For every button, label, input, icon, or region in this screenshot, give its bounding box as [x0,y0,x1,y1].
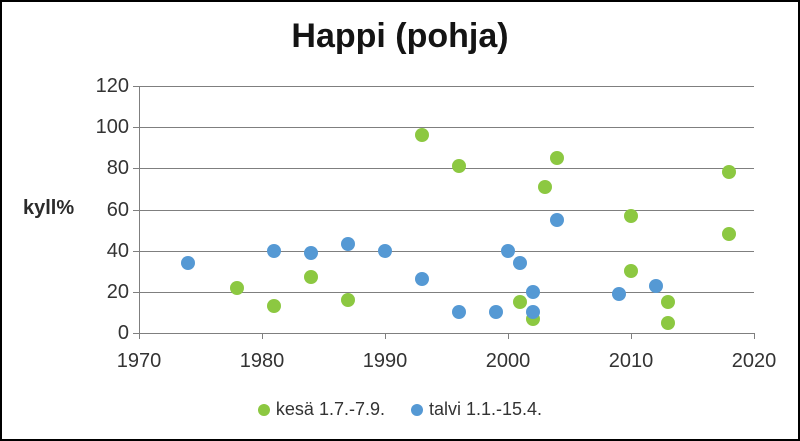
y-tick-80 [133,168,139,170]
data-point-talvi [181,256,196,271]
data-point-talvi [525,305,540,320]
data-point-kesa [624,208,638,223]
y-tick-40 [133,250,139,252]
data-point-talvi [378,243,392,258]
legend-label-kesa: kesä 1.7.-7.9. [275,399,385,419]
x-tick-1990 [385,333,386,339]
legend: kesä 1.7.-7.9. talvi 1.1.-15.4. [2,399,798,420]
data-point-kesa [230,280,245,295]
x-tick-label: 2000 [485,350,531,372]
x-tick-2020 [754,333,755,339]
h-gridline-100 [139,127,754,129]
x-tick-label: 1990 [362,350,408,372]
h-gridline-0 [139,333,754,334]
data-point-talvi [267,243,282,258]
data-point-kesa [451,159,466,174]
data-point-kesa [660,315,675,330]
y-tick-label: 60 [106,198,129,221]
y-tick-label: 80 [106,157,129,180]
data-point-kesa [537,179,552,194]
x-tick-2010 [631,333,632,339]
y-tick-label: 0 [117,322,129,344]
data-point-kesa [267,299,282,314]
data-point-talvi [414,272,429,287]
data-point-talvi [341,237,356,252]
x-tick-label: 2010 [608,350,654,372]
h-gridline-80 [139,168,754,170]
legend-item-kesa: kesä 1.7.-7.9. [257,399,385,420]
data-point-talvi [488,305,503,320]
x-tick-2000 [508,333,509,339]
y-tick-label: 100 [95,116,129,139]
data-point-talvi [550,212,565,227]
data-point-kesa [660,295,675,310]
x-tick-label: 1970 [116,350,162,372]
y-tick-label: 120 [95,75,129,97]
data-point-talvi [648,278,663,293]
y-tick-0 [133,333,139,334]
x-tick-1970 [139,333,140,339]
data-point-talvi [525,284,540,299]
data-point-kesa [722,227,737,242]
chart-title: Happi (pohja) [291,17,509,55]
x-tick-1980 [262,333,263,339]
x-tick-label: 2020 [731,350,777,372]
data-point-kesa [341,293,356,308]
h-gridline-20 [139,291,754,293]
y-tick-120 [133,86,139,87]
h-gridline-40 [139,250,754,252]
data-point-talvi [611,286,626,301]
y-tick-label: 20 [106,280,129,303]
y-tick-label: 40 [106,239,129,262]
data-point-talvi [501,243,515,258]
legend-marker-kesa-icon [257,403,270,416]
y-tick-60 [133,209,139,211]
data-point-talvi [451,305,466,320]
data-point-kesa [304,270,319,285]
legend-label-talvi: talvi 1.1.-15.4. [429,399,543,419]
data-point-kesa [722,165,737,180]
y-tick-20 [133,291,139,293]
y-axis-title: kyll% [23,197,75,219]
data-point-kesa [550,151,565,166]
data-point-kesa [414,128,429,143]
data-point-kesa [624,264,638,279]
legend-item-talvi: talvi 1.1.-15.4. [411,399,542,420]
h-gridline-120 [139,86,754,87]
data-point-talvi [513,256,528,271]
data-point-kesa [513,295,528,310]
legend-marker-talvi-icon [411,403,423,416]
y-axis-line [139,86,140,334]
x-tick-label: 1980 [239,350,285,372]
y-tick-100 [133,127,139,129]
h-gridline-60 [139,209,754,211]
data-point-talvi [304,245,319,260]
